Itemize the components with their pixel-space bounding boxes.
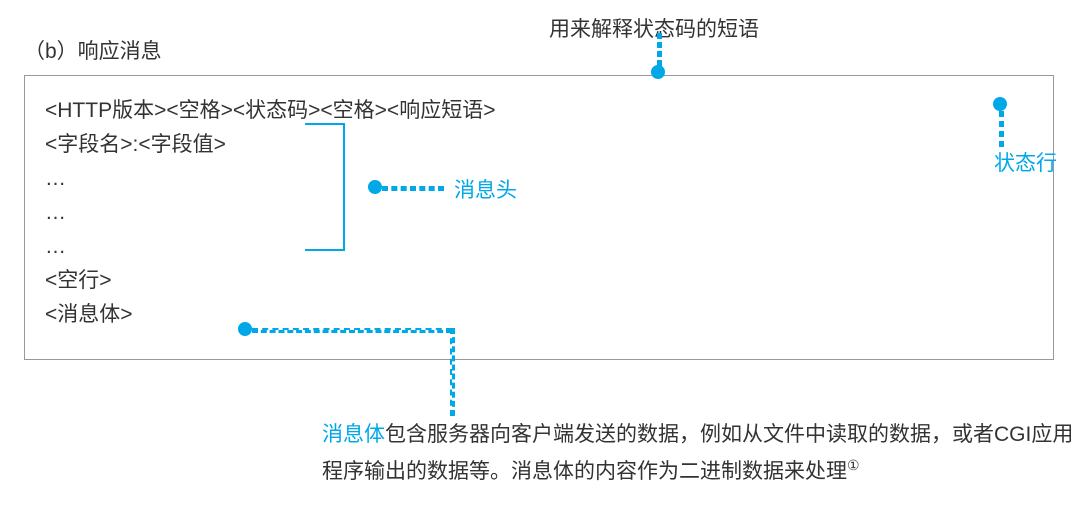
- content-line-5: <空行>: [45, 264, 1033, 298]
- content-line-3: …: [45, 196, 1033, 230]
- content-line-1: <字段名>:<字段值>: [45, 128, 1033, 162]
- content-line-2: …: [45, 162, 1033, 196]
- content-line-0: <HTTP版本><空格><状态码><空格><响应短语>: [45, 94, 1033, 128]
- body-connector-v: [450, 328, 455, 416]
- status-line-connector-v: [999, 111, 1004, 147]
- content-line-4: …: [45, 230, 1033, 264]
- header-bracket: [305, 123, 345, 251]
- body-label-highlight: 消息体: [322, 423, 385, 446]
- header-connector-h: [382, 186, 444, 191]
- body-description: 消息体包含服务器向客户端发送的数据，例如从文件中读取的数据，或者CGI应用程序输…: [322, 420, 1082, 487]
- body-dot: [238, 322, 252, 336]
- body-superscript: ①: [847, 457, 860, 473]
- top-connector-dot: [651, 65, 665, 79]
- section-title: （b）响应消息: [24, 35, 162, 65]
- header-label: 消息头: [454, 174, 517, 204]
- content-line-6: <消息体>: [45, 298, 1033, 332]
- top-connector-v: [657, 33, 662, 66]
- body-connector-h: [252, 328, 452, 333]
- status-line-dot: [993, 97, 1007, 111]
- body-label-rest: 包含服务器向客户端发送的数据，例如从文件中读取的数据，或者CGI应用程序输出的数…: [322, 423, 1073, 483]
- header-dot: [368, 180, 382, 194]
- response-message-box: <HTTP版本><空格><状态码><空格><响应短语> <字段名>:<字段值> …: [24, 75, 1054, 360]
- top-annotation-text: 用来解释状态码的短语: [549, 13, 759, 43]
- status-line-label: 状态行: [994, 147, 1057, 177]
